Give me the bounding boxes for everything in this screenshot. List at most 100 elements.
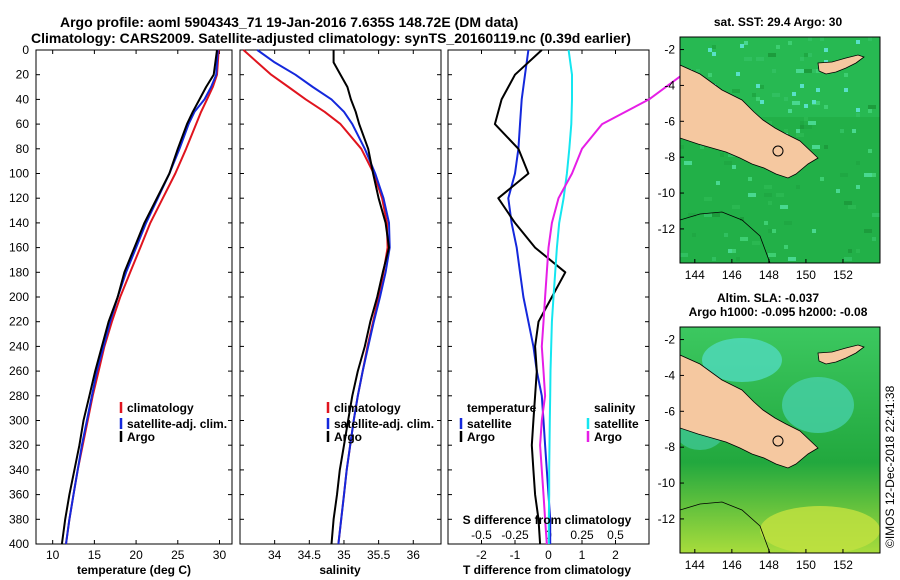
sst-cell: [852, 129, 856, 133]
sst-cell: [820, 177, 824, 181]
depth-tick-label: 360: [9, 488, 29, 502]
sla-map-axes: 144 146 148 150 152 -2 -4 -6 -8 -10 -12: [658, 333, 854, 572]
figure-title-line2: Climatology: CARS2009. Satellite-adjuste…: [31, 30, 631, 46]
sst-cell: [760, 85, 764, 89]
sst-cell: [744, 41, 748, 45]
sst-cell: [796, 69, 804, 73]
sst-cell: [764, 221, 768, 225]
sst-cell: [800, 121, 804, 125]
sst-cell: [736, 72, 740, 76]
depth-tick-label: 200: [9, 290, 29, 304]
sst-cell: [848, 249, 852, 253]
sst-cell: [812, 145, 820, 149]
series-line-climatology: [65, 49, 220, 545]
depth-tick-label: 60: [16, 117, 30, 131]
salinity-xlabel: salinity: [319, 563, 361, 577]
sst-cell: [788, 109, 792, 113]
map-lat-label: -12: [658, 512, 676, 526]
sst-cell: [780, 205, 788, 209]
sst-cell: [808, 121, 816, 125]
legend-s-satellite: satellite: [594, 417, 639, 431]
map-lat-label: -6: [664, 404, 675, 418]
sst-cell: [864, 173, 872, 177]
sst-map-title: sat. SST: 29.4 Argo: 30: [714, 15, 843, 29]
sst-cell: [816, 88, 820, 92]
sst-cell: [748, 177, 752, 181]
sst-cell: [740, 44, 744, 48]
sst-cell: [872, 237, 876, 241]
depth-tick-label: 0: [22, 43, 29, 57]
x-tick-label: 10: [46, 548, 60, 562]
sst-cell: [684, 161, 692, 165]
legend-t-argo: Argo: [467, 430, 495, 444]
legend-title-salinity: salinity: [594, 401, 636, 415]
depth-tick-label: 40: [16, 92, 30, 106]
legend-climatology: climatology: [334, 401, 401, 415]
sst-cell: [724, 233, 728, 237]
salinity-legend: climatology satellite-adj. clim. Argo: [326, 401, 434, 444]
sst-cell: [820, 37, 824, 41]
sst-cell: [704, 213, 712, 217]
x-tick-label: 35: [337, 548, 351, 562]
sst-cell: [804, 117, 808, 121]
map-lat-label: -2: [664, 43, 675, 57]
sst-cell: [744, 57, 752, 61]
legend-climatology: climatology: [127, 401, 194, 415]
sst-cell: [788, 257, 796, 261]
sst-cell: [708, 48, 712, 52]
sst-cell: [804, 69, 812, 73]
depth-tick-label: 100: [9, 167, 29, 181]
sla-new-guinea-land: [680, 354, 819, 469]
x-tick-label: 2: [612, 548, 619, 562]
sst-cell: [772, 69, 776, 73]
map-lon-label: 152: [833, 558, 853, 572]
depth-tick-label: 140: [9, 216, 29, 230]
temperature-x-axis: 10 15 20 25 30: [46, 50, 226, 562]
sst-argo-marker: [772, 145, 784, 157]
sst-new-guinea-land: [680, 64, 819, 179]
sst-cell: [740, 217, 744, 221]
sst-cell: [756, 97, 760, 101]
sla-australia-coast: [680, 501, 771, 553]
sst-cell: [704, 37, 712, 41]
sst-cell: [732, 89, 740, 93]
sst-cell: [756, 84, 760, 88]
legend-argo: Argo: [127, 430, 155, 444]
sst-cell: [720, 153, 724, 157]
temperature-xlabel: temperature (deg C): [77, 563, 191, 577]
sst-cell: [824, 145, 828, 149]
sst-cell: [756, 57, 764, 61]
sst-cell: [796, 129, 800, 133]
x-tick-label: 34: [268, 548, 282, 562]
sst-cell: [796, 185, 800, 189]
s-tick-label: -0.25: [501, 528, 529, 542]
map-lat-label: -12: [658, 222, 676, 236]
x-tick-label: 0: [545, 548, 552, 562]
series-line-satellite-adj-clim-: [256, 49, 391, 545]
sst-cell: [788, 41, 792, 45]
sst-cell: [712, 52, 716, 56]
sst-cell: [768, 229, 772, 233]
sst-cell: [824, 48, 828, 52]
sst-cell: [776, 193, 784, 197]
sst-cell: [856, 108, 860, 112]
map-lon-label: 146: [722, 268, 742, 282]
sst-map-axes: 144 146 148 150 152 -2 -4 -6 -8 -10 -12: [658, 43, 854, 282]
depth-tick-label: 160: [9, 241, 29, 255]
sla-map-title: Altim. SLA: -0.037: [717, 291, 819, 305]
temperature-legend: climatology satellite-adj. clim. Argo: [119, 401, 227, 444]
sst-cell: [752, 93, 756, 97]
sst-cell: [716, 181, 720, 185]
sst-cell: [856, 161, 860, 165]
map-lon-label: 150: [796, 268, 816, 282]
sst-cell: [800, 57, 804, 61]
sst-australia-coast: [680, 211, 771, 263]
sst-cell: [868, 109, 872, 113]
salinity-panel: 34 34.5 35 35.5 36 salinity climatology sate…: [239, 49, 442, 577]
sst-cell: [792, 92, 796, 96]
sst-cell: [712, 45, 716, 49]
sst-map-panel: sat. SST: 29.4 Argo: 30 144 146 148 150 152 -…: [658, 15, 881, 282]
depth-tick-label: 80: [16, 142, 30, 156]
sst-cell: [804, 53, 808, 57]
